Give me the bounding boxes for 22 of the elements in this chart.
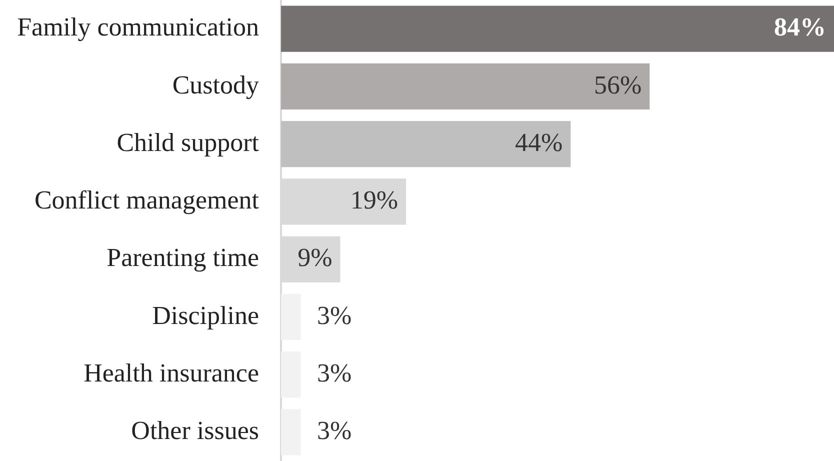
y-tick-label: Custody [172, 70, 259, 100]
y-tick-label: Health insurance [84, 358, 259, 388]
data-label: 19% [350, 186, 398, 215]
data-label: 84% [774, 12, 826, 42]
data-label: 3% [317, 300, 352, 330]
bar [281, 121, 571, 168]
bar [281, 352, 301, 398]
y-tick-label: Family communication [17, 12, 259, 42]
bar [281, 63, 650, 110]
bar [281, 294, 301, 340]
y-tick-label: Discipline [152, 300, 259, 330]
y-tick-label: Other issues [131, 416, 259, 446]
y-tick-label: Conflict management [34, 186, 260, 215]
data-label: 3% [317, 416, 352, 446]
data-label: 44% [514, 128, 563, 157]
y-tick-label: Parenting time [106, 243, 259, 272]
bar [281, 6, 834, 52]
y-tick-label: Child support [116, 128, 260, 157]
bar [281, 409, 301, 456]
data-label: 56% [594, 70, 642, 100]
data-label: 3% [317, 358, 352, 388]
data-label: 9% [298, 243, 332, 272]
